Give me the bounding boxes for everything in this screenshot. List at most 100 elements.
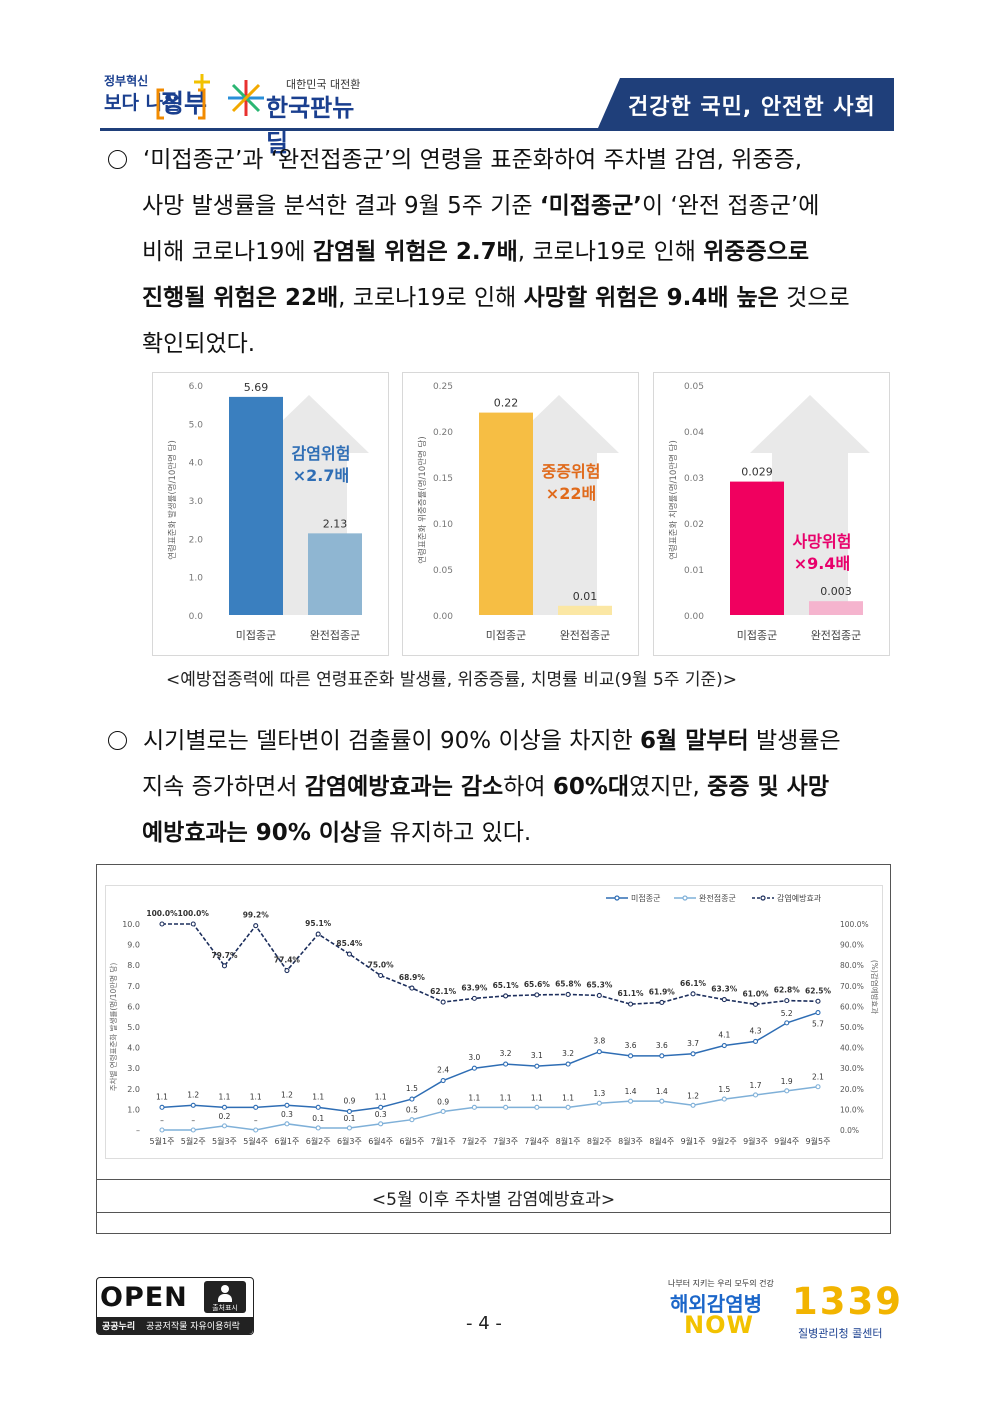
legend-marker-icon (614, 895, 620, 901)
x-category-label: 완전접종군 (560, 629, 611, 642)
x-week-label: 8월2주 (587, 1136, 612, 1146)
y-tick-label: 4.0 (189, 459, 204, 469)
data-point (284, 1102, 290, 1108)
y-tick-label: 2.0 (189, 535, 204, 545)
y-tick-label: 0.05 (684, 382, 704, 392)
fatality-bar-chart: 0.00 0.01 0.02 0.03 0.04 0.05 연령표준화 치명률(명/10만명… (653, 372, 890, 656)
left-y-tick-label: 8.0 (127, 961, 140, 970)
bar-unvaccinated (730, 481, 784, 615)
emphasis-text: 중증 및 사망 (707, 774, 829, 800)
circle-bullet-icon (108, 150, 127, 169)
data-label: 1.1 (250, 1092, 262, 1101)
data-label: 2.4 (437, 1066, 449, 1075)
y-tick-label: 0.10 (433, 520, 453, 530)
data-point (378, 972, 384, 979)
right-y-tick-label: 40.0% (840, 1044, 864, 1053)
data-label: 100.0% (146, 909, 178, 918)
risk-annotation-line2: ×22배 (546, 484, 596, 503)
right-y-tick-label: 50.0% (840, 1023, 864, 1032)
data-label: 61.1% (618, 989, 645, 998)
right-y-tick-label: 20.0% (840, 1085, 864, 1094)
data-label: 3.0 (468, 1053, 480, 1062)
y-tick-label: 6.0 (189, 382, 204, 392)
data-label: 100.0% (178, 909, 210, 918)
data-point (659, 1098, 665, 1104)
series-line-미접종군 (161, 1011, 819, 1113)
data-point (534, 992, 540, 998)
data-point (159, 1127, 165, 1133)
data-point (596, 992, 602, 999)
x-week-label: 9월4주 (774, 1136, 799, 1146)
right-y-tick-label: 10.0% (840, 1105, 864, 1114)
incidence-bar-chart-svg: 0.0 1.0 2.0 3.0 4.0 5.0 6.0 연령표준화 발생률(명/10만명 당)… (167, 381, 369, 642)
korean-new-deal-logo: 대한민국 대전환 한국판뉴딜 (226, 76, 366, 157)
x-week-label: 9월2주 (712, 1136, 737, 1146)
x-week-label: 5월3주 (212, 1136, 237, 1146)
data-label: 3.6 (656, 1041, 668, 1050)
data-label: 1.9 (781, 1077, 793, 1086)
right-y-tick-label: 80.0% (840, 961, 864, 970)
slogan-banner-shape (598, 78, 894, 128)
x-week-label: 6월4주 (368, 1136, 393, 1146)
paragraph-vaccination-risk: ‘미접종군’과 ‘완전접종군’의 연령을 표준화하여 주차별 감염, 위중증, … (108, 137, 898, 367)
y-tick-label: 0.15 (433, 474, 453, 484)
data-label: 4.3 (750, 1026, 762, 1035)
data-point (628, 1098, 634, 1104)
y-tick-label: 0.03 (684, 474, 704, 484)
text: 발생률은 (748, 728, 841, 754)
bar-unvaccinated (479, 412, 533, 615)
para1-line4: 진행될 위험은 22배, 코로나19로 인해 사망할 위험은 9.4배 높은 것… (108, 275, 898, 321)
left-y-tick-label: 3.0 (127, 1064, 140, 1073)
para1-line5: 확인되었다. (108, 321, 898, 367)
bar-vaccinated (308, 533, 362, 615)
data-label: 65.6% (524, 980, 551, 989)
bar-vaccinated (809, 601, 863, 615)
data-label: 0.2 (219, 1112, 231, 1121)
data-label: 1.3 (593, 1089, 605, 1098)
y-tick-label: 0.00 (684, 612, 704, 622)
data-point (221, 1104, 228, 1110)
gov-logo-bracket-icon (156, 74, 210, 120)
data-label: 1.1 (312, 1092, 324, 1101)
data-point (784, 998, 790, 1004)
para1-line1: ‘미접종군’과 ‘완전접종군’의 연령을 표준화하여 주차별 감염, 위중증, (108, 137, 898, 183)
para2-line3: 예방효과는 90% 이상을 유지하고 있다. (108, 810, 898, 856)
left-y-tick-label: 9.0 (127, 941, 140, 950)
text: 확인되었다. (142, 331, 256, 357)
y-axis-label: 연령표준화 발생률(명/10만명 당) (167, 440, 178, 560)
right-y-tick-label: 30.0% (840, 1064, 864, 1073)
data-point (440, 1078, 446, 1084)
data-point (534, 1104, 540, 1110)
text: , 코로나19로 인해 (338, 285, 524, 311)
data-point (659, 999, 665, 1006)
series-line-감염예방효과 (162, 923, 819, 1006)
data-point (346, 951, 352, 957)
left-y-tick-label: 4.0 (127, 1044, 140, 1053)
right-y-tick-label: 70.0% (840, 982, 864, 991)
text: 을 유지하고 있다. (361, 820, 532, 846)
data-point (503, 993, 509, 999)
data-point (690, 991, 696, 997)
gov-logo-line3: 정부 (161, 89, 208, 118)
overseas-logo-line1: 나부터 지키는 우리 모두의 건강 (668, 1279, 774, 1288)
weekly-effect-chart-svg: – 1.0 2.0 3.0 4.0 5.0 6.0 7.0 8.0 9.0 10.0 0.0% 10.0… (108, 893, 880, 1146)
data-point (784, 1088, 790, 1094)
left-y-tick-label: 5.0 (127, 1023, 140, 1032)
data-label: 63.9% (461, 983, 488, 992)
data-label: 0.1 (312, 1114, 324, 1123)
data-point (346, 1125, 352, 1131)
data-point (190, 1127, 196, 1133)
data-label: 3.1 (531, 1051, 543, 1060)
right-y-tick-label: 0.0% (840, 1126, 859, 1135)
data-point (190, 921, 196, 927)
bar-value-label: 2.13 (323, 517, 348, 530)
bar-value-label: 0.003 (820, 585, 852, 598)
y-tick-label: 0.25 (433, 382, 453, 392)
x-week-label: 7월1주 (431, 1136, 456, 1146)
data-point (596, 1049, 602, 1055)
data-point (159, 1104, 165, 1110)
x-week-label: 7월2주 (462, 1136, 487, 1146)
emphasis-text: ‘미접종군’ (539, 193, 642, 219)
data-label: 1.1 (468, 1093, 480, 1102)
data-label: 1.1 (375, 1092, 387, 1101)
